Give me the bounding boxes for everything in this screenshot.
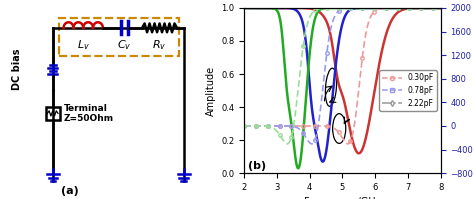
Text: DC bias: DC bias xyxy=(12,49,22,90)
Text: $L_v$: $L_v$ xyxy=(77,38,90,52)
Legend: 0.30pF, 0.78pF, 2.22pF: 0.30pF, 0.78pF, 2.22pF xyxy=(379,70,437,111)
Bar xyxy=(46,107,60,120)
X-axis label: Frequency /GHz: Frequency /GHz xyxy=(304,197,381,199)
Text: $R_v$: $R_v$ xyxy=(152,38,167,52)
Y-axis label: Amplitude: Amplitude xyxy=(206,65,216,116)
Text: (a): (a) xyxy=(61,186,79,196)
Text: (b): (b) xyxy=(248,161,266,172)
Text: Terminal
Z=50Ohm: Terminal Z=50Ohm xyxy=(64,104,114,123)
Text: $C_v$: $C_v$ xyxy=(118,38,132,52)
